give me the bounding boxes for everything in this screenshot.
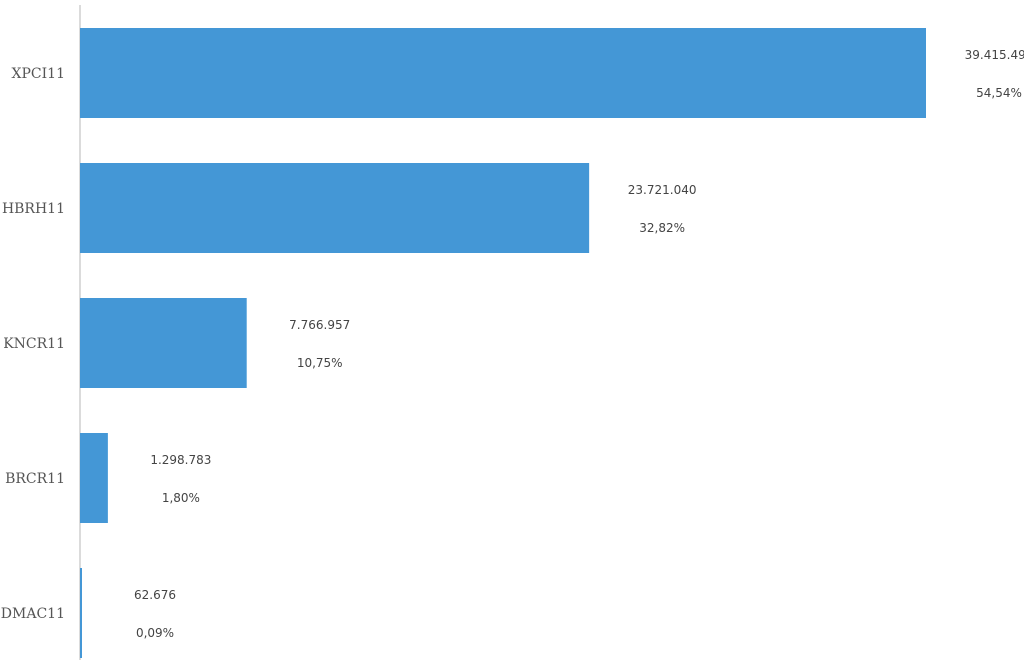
value-label: 7.766.957 (289, 318, 350, 332)
percent-label: 32,82% (639, 221, 685, 235)
category-label: XPCI11 (12, 66, 65, 82)
percent-label: 10,75% (297, 356, 343, 370)
value-label: 1.298.783 (150, 453, 211, 467)
value-label: 62.676 (134, 588, 176, 602)
value-label: 39.415.498 (965, 48, 1024, 62)
value-label: 23.721.040 (628, 183, 697, 197)
bar-brcr11 (80, 433, 108, 523)
bars-group (80, 28, 926, 658)
category-label: DMAC11 (1, 606, 65, 622)
percent-label: 54,54% (976, 86, 1022, 100)
category-label: BRCR11 (5, 471, 65, 487)
bar-dmac11 (80, 568, 82, 658)
percent-label: 1,80% (162, 491, 200, 505)
bar-xpci11 (80, 28, 926, 118)
category-label: HBRH11 (2, 201, 65, 217)
bar-hbrh11 (80, 163, 590, 253)
percent-label: 0,09% (136, 626, 174, 640)
category-label: KNCR11 (3, 336, 65, 352)
labels-group: XPCI11 39.415.498 54,54% HBRH11 23.721.040 32… (1, 48, 1024, 640)
bar-kncr11 (80, 298, 247, 388)
